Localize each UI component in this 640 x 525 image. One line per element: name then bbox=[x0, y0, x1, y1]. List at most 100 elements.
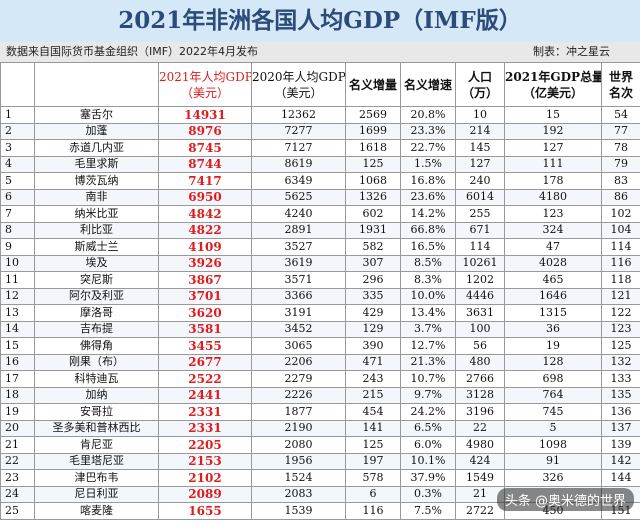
cell-gdp-pc-2021: 3701 bbox=[158, 287, 252, 305]
cell-gdp-pc-2021: 2522 bbox=[158, 370, 252, 388]
cell-nominal-growth: 0.3% bbox=[400, 485, 456, 503]
cell-nominal-increase: 1618 bbox=[345, 139, 401, 157]
cell-country: 利比亚 bbox=[34, 221, 159, 239]
cell-nominal-increase: 243 bbox=[345, 370, 401, 388]
cell-population: 127 bbox=[455, 155, 505, 173]
cell-nominal-growth: 66.8% bbox=[400, 221, 456, 239]
cell-gdp-pc-2020: 1877 bbox=[251, 403, 346, 421]
cell-population: 424 bbox=[455, 452, 505, 470]
cell-rank: 19 bbox=[0, 403, 35, 421]
cell-population: 3631 bbox=[455, 304, 505, 322]
header-gdp-pc-2020-line2: （美元） bbox=[274, 85, 323, 100]
cell-gdp-pc-2021: 2089 bbox=[158, 485, 252, 503]
cell-nominal-growth: 14.2% bbox=[400, 205, 456, 223]
table-row: 11 突尼斯 3867 3571 296 8.3% 1202 465 118 bbox=[0, 271, 640, 289]
cell-country: 圣多美和普林西比 bbox=[34, 419, 159, 437]
cell-nominal-growth: 24.2% bbox=[400, 403, 456, 421]
cell-country: 尼日利亚 bbox=[34, 485, 159, 503]
cell-nominal-increase: 1326 bbox=[345, 188, 401, 206]
cell-nominal-growth: 12.7% bbox=[400, 337, 456, 355]
cell-rank: 1 bbox=[0, 106, 35, 124]
cell-rank: 21 bbox=[0, 436, 35, 454]
table-row: 6 南非 6950 5625 1326 23.6% 6014 4180 86 bbox=[0, 188, 640, 206]
cell-gdp-pc-2021: 4842 bbox=[158, 205, 252, 223]
cell-gdp-pc-2021: 2205 bbox=[158, 436, 252, 454]
cell-gdp-pc-2021: 2153 bbox=[158, 452, 252, 470]
cell-world-rank: 77 bbox=[601, 122, 640, 140]
cell-gdp-total: 15 bbox=[504, 106, 602, 124]
cell-nominal-growth: 1.5% bbox=[400, 155, 456, 173]
cell-country: 安哥拉 bbox=[34, 403, 159, 421]
cell-gdp-pc-2021: 3620 bbox=[158, 304, 252, 322]
cell-gdp-total: 1315 bbox=[504, 304, 602, 322]
cell-gdp-total: 324 bbox=[504, 221, 602, 239]
cell-nominal-growth: 6.0% bbox=[400, 436, 456, 454]
cell-world-rank: 136 bbox=[601, 403, 640, 421]
cell-population: 10261 bbox=[455, 254, 505, 272]
header-nominal-increase: 名义增量 bbox=[345, 62, 401, 107]
cell-population: 1549 bbox=[455, 469, 505, 487]
cell-population: 3196 bbox=[455, 403, 505, 421]
table-row: 17 科特迪瓦 2522 2279 243 10.7% 2766 698 133 bbox=[0, 370, 640, 388]
cell-gdp-total: 1098 bbox=[504, 436, 602, 454]
cell-nominal-increase: 116 bbox=[345, 502, 401, 520]
cell-world-rank: 137 bbox=[601, 419, 640, 437]
cell-world-rank: 83 bbox=[601, 172, 640, 190]
cell-gdp-pc-2020: 4240 bbox=[251, 205, 346, 223]
cell-gdp-pc-2021: 2677 bbox=[158, 353, 252, 371]
cell-gdp-pc-2020: 8619 bbox=[251, 155, 346, 173]
cell-nominal-increase: 602 bbox=[345, 205, 401, 223]
cell-world-rank: 79 bbox=[601, 155, 640, 173]
cell-rank: 24 bbox=[0, 485, 35, 503]
cell-nominal-growth: 8.5% bbox=[400, 254, 456, 272]
cell-gdp-total: 4028 bbox=[504, 254, 602, 272]
cell-population: 214 bbox=[455, 122, 505, 140]
cell-country: 博茨瓦纳 bbox=[34, 172, 159, 190]
cell-nominal-increase: 215 bbox=[345, 386, 401, 404]
source-bar: 数据来自国际货币基金组织（IMF）2022年4月发布 制表：冲之星云 bbox=[0, 42, 640, 62]
cell-rank: 17 bbox=[0, 370, 35, 388]
cell-nominal-growth: 23.6% bbox=[400, 188, 456, 206]
cell-rank: 2 bbox=[0, 122, 35, 140]
cell-nominal-increase: 6 bbox=[345, 485, 401, 503]
cell-gdp-pc-2020: 3619 bbox=[251, 254, 346, 272]
cell-country: 埃及 bbox=[34, 254, 159, 272]
cell-gdp-total: 123 bbox=[504, 205, 602, 223]
cell-nominal-increase: 129 bbox=[345, 320, 401, 338]
cell-gdp-pc-2020: 2891 bbox=[251, 221, 346, 239]
cell-country: 肯尼亚 bbox=[34, 436, 159, 454]
cell-gdp-pc-2020: 6349 bbox=[251, 172, 346, 190]
source-note: 数据来自国际货币基金组织（IMF）2022年4月发布 bbox=[6, 45, 259, 58]
cell-gdp-pc-2021: 7417 bbox=[158, 172, 252, 190]
cell-gdp-total: 192 bbox=[504, 122, 602, 140]
cell-world-rank: 132 bbox=[601, 353, 640, 371]
cell-gdp-total: 91 bbox=[504, 452, 602, 470]
cell-gdp-pc-2021: 8744 bbox=[158, 155, 252, 173]
cell-nominal-growth: 10.7% bbox=[400, 370, 456, 388]
table-row: 2 加蓬 8976 7277 1699 23.3% 214 192 77 bbox=[0, 122, 640, 140]
cell-nominal-growth: 9.7% bbox=[400, 386, 456, 404]
cell-gdp-pc-2021: 8745 bbox=[158, 139, 252, 157]
cell-population: 3128 bbox=[455, 386, 505, 404]
cell-gdp-pc-2020: 3452 bbox=[251, 320, 346, 338]
table-row: 4 毛里求斯 8744 8619 125 1.5% 127 111 79 bbox=[0, 155, 640, 173]
cell-gdp-pc-2021: 3867 bbox=[158, 271, 252, 289]
cell-population: 22 bbox=[455, 419, 505, 437]
cell-gdp-total: 178 bbox=[504, 172, 602, 190]
cell-rank: 8 bbox=[0, 221, 35, 239]
cell-population: 240 bbox=[455, 172, 505, 190]
cell-nominal-growth: 22.7% bbox=[400, 139, 456, 157]
cell-rank: 11 bbox=[0, 271, 35, 289]
cell-gdp-total: 36 bbox=[504, 320, 602, 338]
cell-gdp-pc-2020: 2080 bbox=[251, 436, 346, 454]
cell-gdp-pc-2020: 1524 bbox=[251, 469, 346, 487]
table-row: 13 摩洛哥 3620 3191 429 13.4% 3631 1315 122 bbox=[0, 304, 640, 322]
cell-world-rank: 114 bbox=[601, 238, 640, 256]
cell-gdp-pc-2020: 7277 bbox=[251, 122, 346, 140]
cell-population: 480 bbox=[455, 353, 505, 371]
table-row: 21 肯尼亚 2205 2080 125 6.0% 4980 1098 139 bbox=[0, 436, 640, 454]
cell-country: 突尼斯 bbox=[34, 271, 159, 289]
cell-country: 阿尔及利亚 bbox=[34, 287, 159, 305]
cell-nominal-increase: 578 bbox=[345, 469, 401, 487]
cell-gdp-pc-2020: 2279 bbox=[251, 370, 346, 388]
